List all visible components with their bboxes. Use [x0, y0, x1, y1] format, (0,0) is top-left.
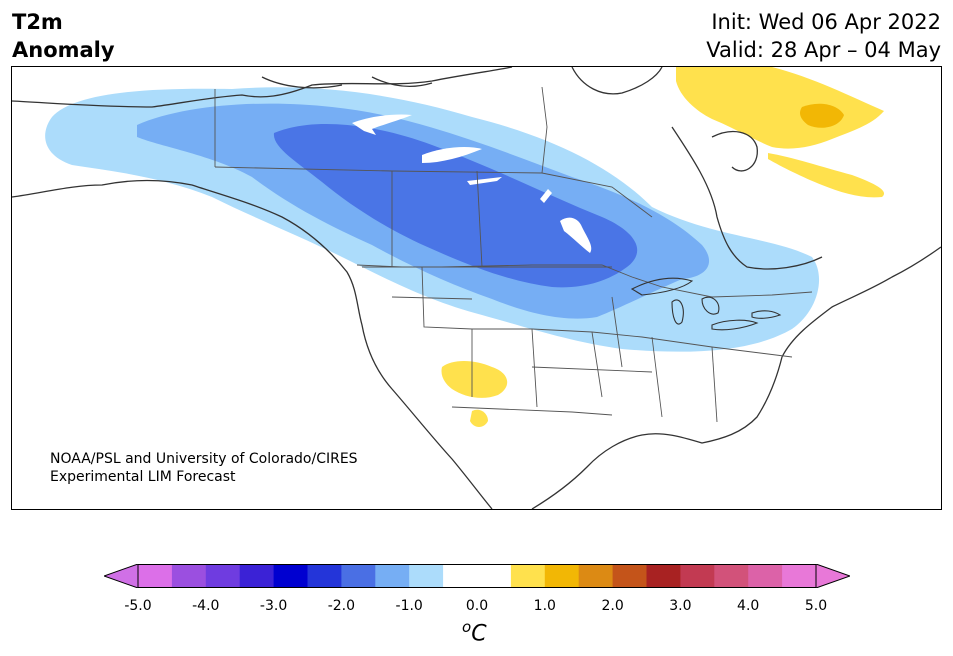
credit-line-2: Experimental LIM Forecast [50, 469, 236, 485]
colorbar-segment [646, 564, 681, 588]
colorbar-segment [307, 564, 342, 588]
colorbar-segment [782, 564, 817, 588]
colorbar-segment [341, 564, 376, 588]
colorbar-tick-label: 4.0 [737, 598, 760, 614]
colorbar-segment [748, 564, 783, 588]
lake-shape [422, 147, 482, 163]
lake-shape [560, 217, 592, 253]
colorbar-segment [612, 564, 647, 588]
units-label: oC [462, 618, 487, 646]
colorbar-high-arrow [815, 564, 850, 588]
colorbar-segment [138, 564, 173, 588]
colorbar-segment [477, 564, 512, 588]
colorbar-segment [239, 564, 275, 588]
colorbar-segment [409, 564, 444, 588]
colorbar-tick-label: -5.0 [124, 598, 152, 614]
great-lakes [630, 277, 782, 331]
coastlines [12, 67, 941, 509]
colorbar-tick-label: 5.0 [804, 598, 828, 614]
data-credit: NOAA/PSL and University of Colorado/CIRE… [50, 450, 358, 486]
lake-shape [352, 114, 412, 135]
colorbar-tick-label: 3.0 [669, 598, 692, 614]
colorbar-tick-label: 0.0 [465, 598, 489, 614]
title-line-2: Anomaly [12, 38, 115, 62]
anomaly-map: NOAA/PSL and University of Colorado/CIRE… [11, 66, 942, 510]
units-letter: C [471, 621, 487, 647]
units-degree: o [462, 618, 472, 636]
lake-shape [467, 177, 502, 185]
colorbar-frame [137, 564, 817, 588]
colorbar-segment [680, 564, 715, 588]
init-date-label: Init: Wed 06 Apr 2022 [711, 10, 941, 34]
colorbar-segment [171, 564, 207, 588]
colorbar-tick-label: 1.0 [533, 598, 556, 614]
colorbar-segment [273, 564, 308, 588]
colorbar-segment [205, 564, 241, 588]
colorbar-segment [443, 564, 478, 588]
warm-anomaly-greenland [676, 67, 884, 149]
map-canvas [12, 67, 941, 509]
colorbar-low-arrow [104, 564, 139, 588]
valid-date-label: Valid: 28 Apr – 04 May [706, 38, 941, 62]
colorbar-segment [578, 564, 614, 588]
cold-anomaly-core [273, 123, 638, 288]
warm-anomaly-southwest [470, 409, 488, 427]
warm-anomaly-greenland [768, 153, 885, 198]
warm-anomaly-southwest [441, 361, 508, 398]
colorbar [104, 564, 850, 588]
colorbar-segment [510, 564, 546, 588]
colorbar-segment [375, 564, 410, 588]
lake-shape [540, 189, 552, 203]
credit-line-1: NOAA/PSL and University of Colorado/CIRE… [50, 451, 358, 467]
colorbar-tick-label: -4.0 [192, 598, 220, 614]
title-line-1: T2m [12, 10, 63, 34]
colorbar-tick-label: -1.0 [395, 598, 423, 614]
political-borders [214, 86, 813, 423]
map-title: T2m Anomaly [12, 8, 115, 64]
colorbar-tick-label: -3.0 [259, 598, 288, 614]
colorbar-tick-label: 2.0 [601, 598, 624, 614]
colorbar-segment [714, 564, 749, 588]
warm-anomaly-greenland [800, 103, 844, 128]
colorbar-segment [544, 564, 580, 588]
colorbar-tick-label: -2.0 [327, 598, 356, 614]
forecast-dates: Init: Wed 06 Apr 2022 Valid: 28 Apr – 04… [706, 8, 941, 64]
